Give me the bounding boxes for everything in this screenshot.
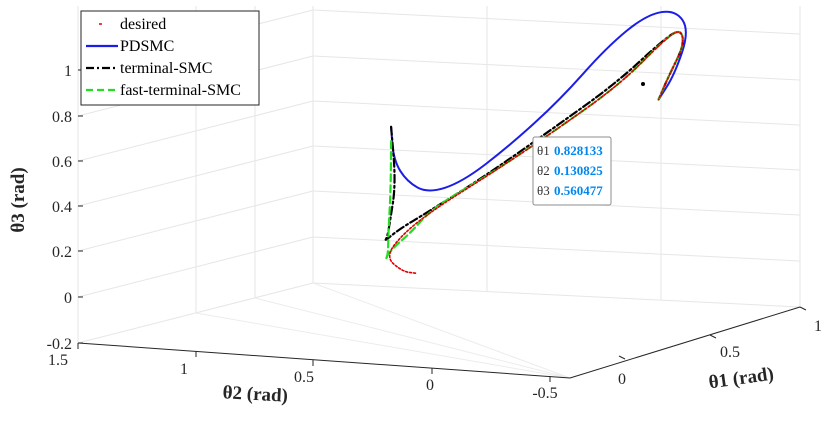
series-line-terminal-smc <box>384 30 684 241</box>
series-layer <box>384 10 687 274</box>
axis-lines <box>77 69 807 382</box>
datatip-value-2: 0.130825 <box>554 163 603 178</box>
x-tick-label: 0 <box>618 371 626 388</box>
y-tick-label: 0 <box>426 377 434 394</box>
legend-entry: terminal-SMC <box>120 60 212 77</box>
datatip[interactable]: θ1 0.828133 θ2 0.130825 θ3 0.560477 <box>532 136 612 206</box>
datatip-label-2: θ2 <box>537 163 550 178</box>
legend-entry: PDSMC <box>120 38 174 55</box>
z-tick-label: 0.6 <box>52 154 72 171</box>
series-line-desired <box>388 31 684 274</box>
y-tick-label: 1 <box>180 361 188 378</box>
z-tick-label: -0.2 <box>47 336 72 353</box>
x-axis-label: θ1 (rad) <box>707 364 775 394</box>
y-tick-label: 1.5 <box>48 352 68 369</box>
z-tick-label: 0.2 <box>52 244 72 261</box>
datatip-value-3: 0.560477 <box>554 183 603 198</box>
y-axis-label: θ2 (rad) <box>222 382 288 406</box>
datatip-label-3: θ3 <box>537 183 550 198</box>
y-tick-label: 0.5 <box>294 369 314 386</box>
series-line-fast-terminal-smc <box>384 30 684 260</box>
datatip-value-1: 0.828133 <box>554 143 603 158</box>
datatip-box <box>532 136 612 206</box>
z-tick-label: 0.4 <box>52 199 72 216</box>
datatip-label-1: θ1 <box>537 143 550 158</box>
x-tick-label: 1 <box>814 318 822 335</box>
y-tick-label: -0.5 <box>532 385 557 402</box>
legend: desired PDSMC terminal-SMC fast-terminal-SM… <box>80 10 260 106</box>
series-line-pdsmc <box>390 10 687 192</box>
z-tick-labels: -0.2 0 0.2 0.4 0.6 0.8 1 <box>47 63 72 353</box>
z-tick-label: 0.8 <box>52 109 72 126</box>
legend-entry: desired <box>120 16 166 33</box>
y-tick-labels: 1.5 1 0.5 0 -0.5 <box>48 352 558 402</box>
datatip-point <box>641 82 645 86</box>
x-tick-labels: 0 0.5 1 <box>618 318 822 388</box>
z-axis-label: θ3 (rad) <box>8 167 29 232</box>
z-tick-label: 1 <box>64 63 72 80</box>
z-tick-label: 0 <box>64 290 72 307</box>
x-tick-label: 0.5 <box>720 344 740 361</box>
legend-entry: fast-terminal-SMC <box>120 82 241 99</box>
